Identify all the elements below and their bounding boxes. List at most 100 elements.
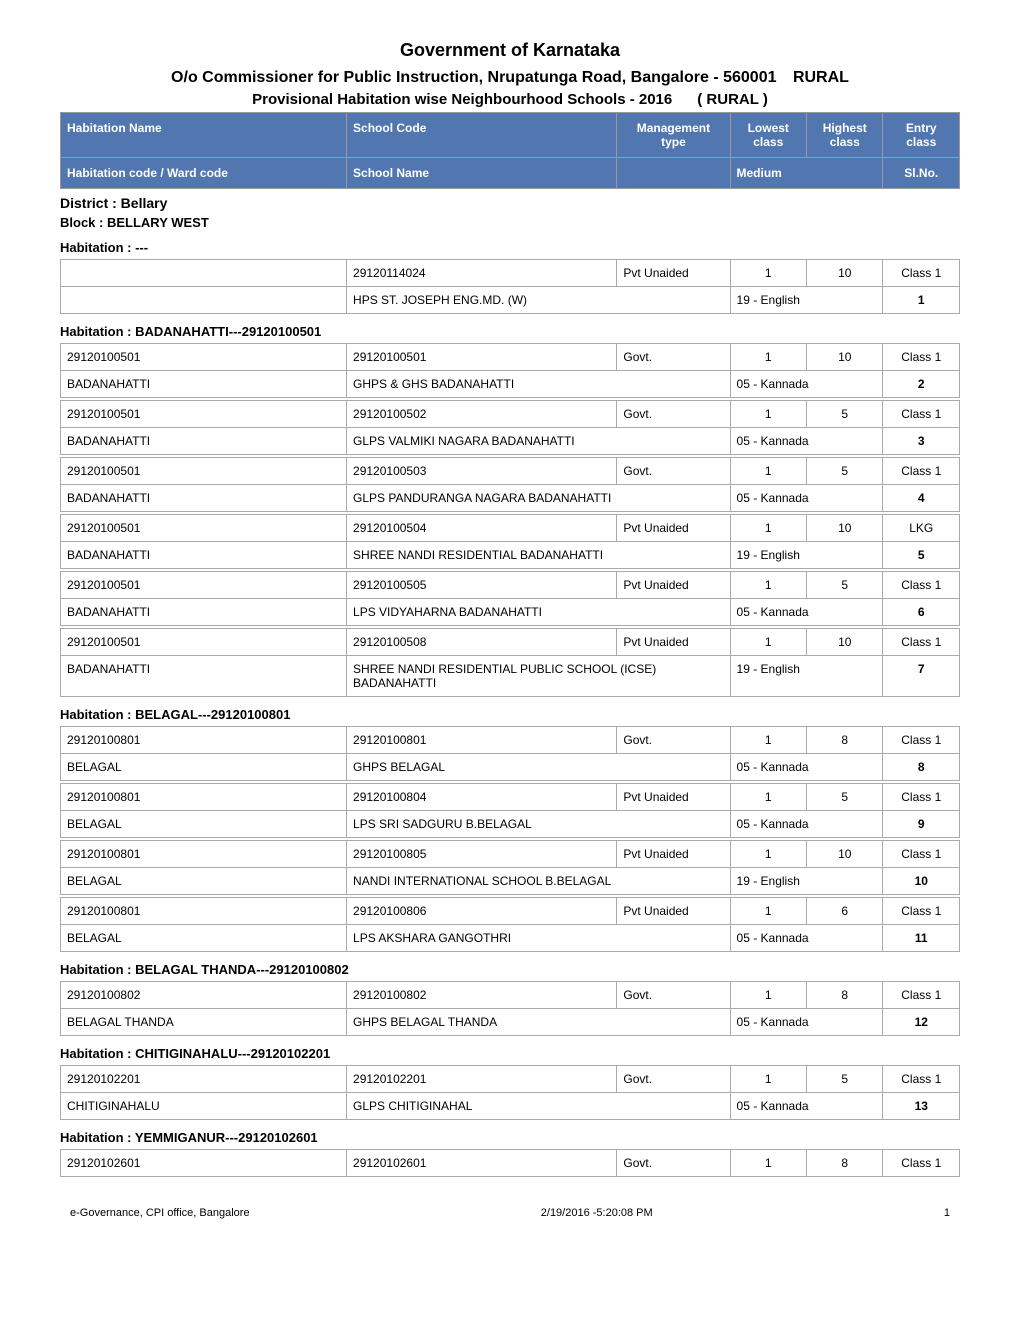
cell-highest: 5 (807, 1066, 883, 1093)
cell-school-code: 29120100501 (347, 344, 617, 371)
data-row-table: 2912010220129120102201Govt.15Class 1CHIT… (60, 1065, 960, 1120)
table-row: BADANAHATTISHREE NANDI RESIDENTIAL BADAN… (61, 542, 960, 569)
cell-mgmt: Govt. (617, 458, 730, 485)
cell-school-code: 29120100804 (347, 784, 617, 811)
th-habitation-name: Habitation Name (61, 113, 347, 158)
habitation-header: Habitation : --- (60, 240, 960, 255)
cell-school-name: NANDI INTERNATIONAL SCHOOL B.BELAGAL (347, 868, 730, 895)
cell-slno: 3 (883, 428, 960, 455)
cell-habitation-code: 29120102201 (61, 1066, 347, 1093)
header-row-2: Habitation code / Ward code School Name … (61, 158, 960, 189)
cell-mgmt: Pvt Unaided (617, 784, 730, 811)
table-row: BELAGALLPS SRI SADGURU B.BELAGAL05 - Kan… (61, 811, 960, 838)
table-row: BADANAHATTIGLPS PANDURANGA NAGARA BADANA… (61, 485, 960, 512)
cell-habitation-code: 29120100801 (61, 841, 347, 868)
cell-slno: 2 (883, 371, 960, 398)
cell-habitation-name: BADANAHATTI (61, 428, 347, 455)
cell-school-code: 29120100503 (347, 458, 617, 485)
cell-highest: 8 (807, 1150, 883, 1177)
cell-school-name: GLPS PANDURANGA NAGARA BADANAHATTI (347, 485, 730, 512)
data-row-table: 2912010050129120100505Pvt Unaided15Class… (60, 571, 960, 626)
cell-highest: 6 (807, 898, 883, 925)
district-line: District : Bellary (60, 195, 960, 211)
cell-school-code: 29120100801 (347, 727, 617, 754)
cell-highest: 8 (807, 727, 883, 754)
data-row-table: 2912010050129120100502Govt.15Class 1BADA… (60, 400, 960, 455)
cell-habitation-code: 29120100501 (61, 515, 347, 542)
cell-school-code: 29120100806 (347, 898, 617, 925)
cell-medium: 05 - Kannada (730, 1093, 883, 1120)
cell-medium: 05 - Kannada (730, 371, 883, 398)
cell-medium: 05 - Kannada (730, 925, 883, 952)
table-row: 2912010080229120100802Govt.18Class 1 (61, 982, 960, 1009)
cell-slno: 10 (883, 868, 960, 895)
rural-tag: RURAL (793, 69, 849, 86)
cell-school-code: 29120102601 (347, 1150, 617, 1177)
th-school-code: School Code (347, 113, 617, 158)
cell-habitation-name: BELAGAL (61, 925, 347, 952)
cell-school-name: GHPS & GHS BADANAHATTI (347, 371, 730, 398)
cell-highest: 10 (807, 515, 883, 542)
cell-highest: 10 (807, 629, 883, 656)
cell-habitation-name: BADANAHATTI (61, 656, 347, 697)
data-row-table: 2912010080229120100802Govt.18Class 1BELA… (60, 981, 960, 1036)
cell-entry: Class 1 (883, 572, 960, 599)
table-row: BADANAHATTISHREE NANDI RESIDENTIAL PUBLI… (61, 656, 960, 697)
cell-mgmt: Pvt Unaided (617, 260, 730, 287)
table-row: 2912010080129120100801Govt.18Class 1 (61, 727, 960, 754)
cell-school-code: 29120100805 (347, 841, 617, 868)
th-entry-class: Entry class (883, 113, 960, 158)
habitation-header: Habitation : YEMMIGANUR---29120102601 (60, 1130, 960, 1145)
cell-school-name: GHPS BELAGAL THANDA (347, 1009, 730, 1036)
cell-habitation-code: 29120102601 (61, 1150, 347, 1177)
cell-school-name: GLPS VALMIKI NAGARA BADANAHATTI (347, 428, 730, 455)
table-row: 2912010080129120100804Pvt Unaided15Class… (61, 784, 960, 811)
th-mgmt-type: Management type (617, 113, 730, 158)
cell-school-code: 29120100504 (347, 515, 617, 542)
data-row-table: 2912010050129120100504Pvt Unaided110LKGB… (60, 514, 960, 569)
cell-highest: 5 (807, 401, 883, 428)
table-row: BELAGALNANDI INTERNATIONAL SCHOOL B.BELA… (61, 868, 960, 895)
cell-school-name: LPS SRI SADGURU B.BELAGAL (347, 811, 730, 838)
cell-habitation-name: BELAGAL (61, 811, 347, 838)
habitation-header: Habitation : BELAGAL THANDA---2912010080… (60, 962, 960, 977)
cell-highest: 5 (807, 572, 883, 599)
title-sub: O/o Commissioner for Public Instruction,… (60, 69, 960, 87)
table-row: 2912010080129120100805Pvt Unaided110Clas… (61, 841, 960, 868)
title-main: Government of Karnataka (60, 40, 960, 61)
cell-highest: 10 (807, 260, 883, 287)
cell-entry: Class 1 (883, 841, 960, 868)
cell-entry: Class 1 (883, 344, 960, 371)
cell-habitation-code: 29120100801 (61, 727, 347, 754)
data-row-table: 2912010080129120100805Pvt Unaided110Clas… (60, 840, 960, 895)
cell-medium: 19 - English (730, 287, 883, 314)
cell-mgmt: Pvt Unaided (617, 572, 730, 599)
cell-mgmt: Govt. (617, 982, 730, 1009)
cell-habitation-code: 29120100801 (61, 784, 347, 811)
cell-mgmt: Govt. (617, 1150, 730, 1177)
cell-habitation-code: 29120100501 (61, 401, 347, 428)
footer-right: 1 (944, 1207, 950, 1219)
th-school-name: School Name (347, 158, 617, 189)
th-lowest-class: Lowest class (730, 113, 806, 158)
cell-habitation-name: BADANAHATTI (61, 371, 347, 398)
cell-school-code: 29120100508 (347, 629, 617, 656)
cell-school-code: 29120114024 (347, 260, 617, 287)
cell-entry: Class 1 (883, 1066, 960, 1093)
cell-entry: Class 1 (883, 629, 960, 656)
cell-medium: 05 - Kannada (730, 599, 883, 626)
cell-mgmt: Pvt Unaided (617, 841, 730, 868)
cell-habitation-code (61, 260, 347, 287)
cell-school-name: SHREE NANDI RESIDENTIAL PUBLIC SCHOOL (I… (347, 656, 730, 697)
cell-medium: 05 - Kannada (730, 754, 883, 781)
cell-school-name: GLPS CHITIGINAHAL (347, 1093, 730, 1120)
cell-slno: 6 (883, 599, 960, 626)
cell-habitation-name: BELAGAL THANDA (61, 1009, 347, 1036)
table-row: 2912010220129120102201Govt.15Class 1 (61, 1066, 960, 1093)
footer-center: 2/19/2016 -5:20:08 PM (541, 1207, 653, 1219)
cell-habitation-name: BADANAHATTI (61, 485, 347, 512)
cell-entry: Class 1 (883, 1150, 960, 1177)
data-row-table: 2912010050129120100503Govt.15Class 1BADA… (60, 457, 960, 512)
cell-highest: 10 (807, 841, 883, 868)
table-row: BADANAHATTIGLPS VALMIKI NAGARA BADANAHAT… (61, 428, 960, 455)
